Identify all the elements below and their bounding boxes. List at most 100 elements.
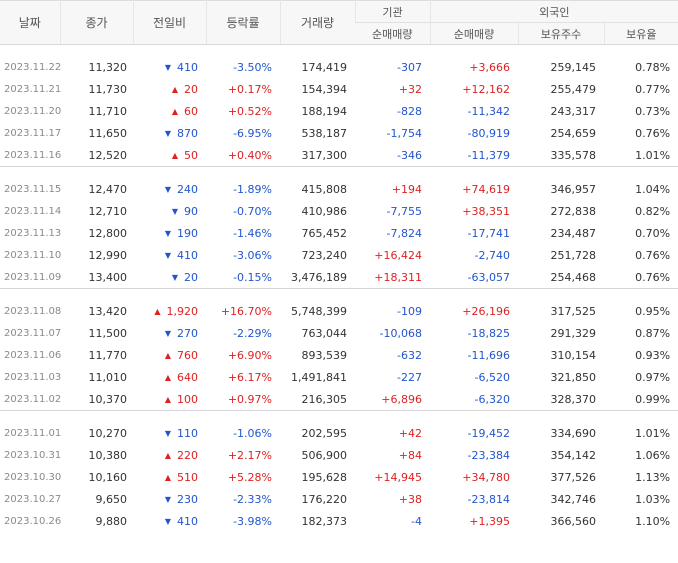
cell-foreign-net: +34,780: [462, 470, 510, 484]
cell-hold-ratio: 0.78%: [635, 60, 671, 74]
cell-hold-ratio: 1.06%: [635, 448, 671, 462]
group-divider: [0, 166, 678, 178]
triangle-down-icon: ▼: [164, 128, 171, 138]
cell-close: 11,650: [88, 126, 128, 140]
divider-cell: [0, 288, 678, 300]
table-row: 2023.10.30 10,160 ▲ 510 +5.28% 195,628 +14,945…: [0, 466, 678, 488]
cell-rate: -2.29%: [233, 326, 272, 340]
cell-volume: 893,539: [301, 348, 348, 362]
cell-foreign-net: +3,666: [469, 60, 510, 74]
cell-hold-ratio: 0.93%: [635, 348, 671, 362]
table-row: 2023.11.10 12,990 ▼ 410 -3.06% 723,240 +16,424…: [0, 244, 678, 266]
cell-volume: 5,748,399: [291, 304, 347, 318]
table-row: 2023.10.26 9,880 ▼ 410 -3.98% 182,373 -4 +1,395…: [0, 510, 678, 532]
cell-change-value: 870: [177, 126, 198, 140]
triangle-down-icon: ▼: [164, 62, 171, 72]
cell-change-value: 240: [177, 182, 198, 196]
cell-hold-ratio: 1.10%: [635, 514, 671, 528]
table-row: 2023.11.16 12,520 ▲ 50 +0.40% 317,300 -346 -11,…: [0, 144, 678, 167]
trading-table: 날짜 종가 전일비 등락률 거래량 기관 외국인 순매매량 순매매량 보유주수 …: [0, 0, 678, 532]
cell-change-value: 20: [184, 82, 198, 96]
cell-change: ▼ 270: [133, 322, 206, 344]
cell-volume: 216,305: [301, 392, 348, 406]
cell-institution-net: -346: [397, 148, 422, 162]
cell-change-value: 230: [177, 492, 198, 506]
cell-volume: 765,452: [301, 226, 348, 240]
triangle-down-icon: ▼: [164, 428, 171, 438]
cell-date: 2023.11.15: [4, 183, 62, 195]
cell-holdings: 251,728: [550, 248, 597, 262]
cell-change-value: 410: [177, 248, 198, 262]
cell-volume: 317,300: [301, 148, 348, 162]
cell-change: ▲ 20: [133, 78, 206, 100]
triangle-up-icon: ▲: [164, 472, 171, 482]
cell-institution-net: -4: [411, 514, 422, 528]
cell-change: ▼ 240: [133, 178, 206, 200]
cell-institution-net: +6,896: [381, 392, 422, 406]
header-rate: 등락률: [205, 0, 280, 45]
cell-holdings: 272,838: [550, 204, 597, 218]
table-row: 2023.11.20 11,710 ▲ 60 +0.52% 188,194 -828 -11,…: [0, 100, 678, 122]
cell-institution-net: +16,424: [374, 248, 422, 262]
cell-volume: 1,491,841: [291, 370, 347, 384]
cell-foreign-net: +38,351: [462, 204, 510, 218]
cell-holdings: 321,850: [550, 370, 597, 384]
cell-foreign-net: -11,696: [467, 348, 510, 362]
cell-rate: +0.40%: [227, 148, 272, 162]
cell-volume: 410,986: [301, 204, 348, 218]
cell-change-value: 50: [184, 148, 198, 162]
header-institution: 기관: [354, 0, 430, 23]
cell-holdings: 342,746: [550, 492, 597, 506]
cell-holdings: 328,370: [550, 392, 597, 406]
cell-foreign-net: +1,395: [469, 514, 510, 528]
triangle-up-icon: ▲: [164, 350, 171, 360]
cell-rate: +6.17%: [227, 370, 272, 384]
cell-rate: -3.06%: [233, 248, 272, 262]
table-row: 2023.11.03 11,010 ▲ 640 +6.17% 1,491,841 -227 -…: [0, 366, 678, 388]
table-row: 2023.11.08 13,420 ▲ 1,920 +16.70% 5,748,399 -1…: [0, 300, 678, 322]
cell-foreign-net: -23,384: [467, 448, 510, 462]
cell-rate: -2.33%: [233, 492, 272, 506]
cell-close: 11,730: [88, 82, 128, 96]
cell-change-value: 90: [184, 204, 198, 218]
cell-date: 2023.11.13: [4, 227, 62, 239]
cell-date: 2023.11.09: [4, 271, 62, 283]
cell-holdings: 366,560: [550, 514, 597, 528]
cell-change-value: 220: [177, 448, 198, 462]
cell-volume: 195,628: [301, 470, 348, 484]
cell-date: 2023.10.31: [4, 449, 62, 461]
cell-change-value: 410: [177, 60, 198, 74]
cell-hold-ratio: 1.01%: [635, 148, 671, 162]
cell-date: 2023.11.20: [4, 105, 62, 117]
cell-close: 9,880: [95, 514, 128, 528]
cell-holdings: 334,690: [550, 426, 597, 440]
cell-volume: 415,808: [301, 182, 348, 196]
cell-hold-ratio: 0.82%: [635, 204, 671, 218]
triangle-up-icon: ▲: [171, 84, 178, 94]
cell-volume: 176,220: [301, 492, 348, 506]
cell-date: 2023.11.21: [4, 83, 62, 95]
cell-hold-ratio: 0.76%: [635, 270, 671, 284]
cell-date: 2023.10.26: [4, 515, 62, 527]
cell-foreign-net: -18,825: [467, 326, 510, 340]
cell-hold-ratio: 0.95%: [635, 304, 671, 318]
cell-institution-net: +42: [398, 426, 422, 440]
table-row: 2023.10.31 10,380 ▲ 220 +2.17% 506,900 +84 -23,…: [0, 444, 678, 466]
triangle-down-icon: ▼: [164, 494, 171, 504]
cell-volume: 154,394: [301, 82, 348, 96]
cell-hold-ratio: 0.73%: [635, 104, 671, 118]
cell-institution-net: -632: [397, 348, 422, 362]
cell-volume: 3,476,189: [291, 270, 347, 284]
cell-holdings: 317,525: [550, 304, 597, 318]
cell-volume: 723,240: [301, 248, 348, 262]
cell-change: ▲ 760: [133, 344, 206, 366]
spacer-cell: [0, 45, 678, 57]
divider-cell: [0, 166, 678, 178]
header-close: 종가: [59, 0, 133, 45]
cell-close: 10,370: [88, 392, 128, 406]
table-row: 2023.11.01 10,270 ▼ 110 -1.06% 202,595 +42 -19,…: [0, 422, 678, 444]
header-foreign-net: 순매매량: [429, 22, 518, 45]
cell-institution-net: -1,754: [386, 126, 422, 140]
cell-change-value: 190: [177, 226, 198, 240]
cell-institution-net: -10,068: [379, 326, 422, 340]
